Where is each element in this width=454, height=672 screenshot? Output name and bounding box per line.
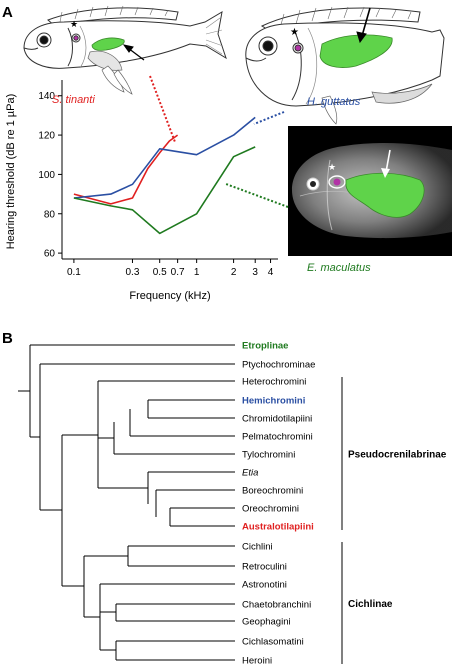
connector-s-tinanti bbox=[149, 75, 176, 143]
y-tick-label: 60 bbox=[44, 249, 56, 260]
fish-drawing-s-tinanti-icon: ★ bbox=[23, 5, 227, 95]
x-tick-label: 1 bbox=[194, 267, 200, 278]
connector-e-maculatus bbox=[225, 183, 289, 208]
series-label-s-tinanti: S. tinanti bbox=[52, 94, 95, 106]
x-tick-label: 3 bbox=[252, 267, 258, 278]
x-axis-label: Frequency (kHz) bbox=[129, 290, 210, 302]
taxon-label: Boreochromini bbox=[242, 486, 303, 497]
x-tick-label: 0.5 bbox=[153, 267, 167, 278]
fish-xray-e-maculatus-icon: ★ bbox=[288, 126, 452, 256]
x-tick-label: 0.1 bbox=[67, 267, 81, 278]
panel-a-letter: A bbox=[2, 4, 13, 21]
svg-text:★: ★ bbox=[70, 20, 78, 30]
taxon-label: Cichlini bbox=[242, 542, 273, 553]
taxon-label: Oreochromini bbox=[242, 504, 299, 515]
series-label-e-maculatus: E. maculatus bbox=[307, 262, 371, 274]
connector-h-guttatus bbox=[253, 111, 285, 125]
series-label-h-guttatus: H. guttatus bbox=[307, 96, 361, 108]
y-axis-label: Hearing threshold (dB re 1 µPa) bbox=[5, 94, 17, 250]
x-tick-label: 0.3 bbox=[126, 267, 140, 278]
taxon-label: Ptychochrominae bbox=[242, 360, 315, 371]
taxon-label: Heterochromini bbox=[242, 377, 306, 388]
series-line-0 bbox=[73, 134, 179, 205]
phylogenetic-tree bbox=[18, 344, 235, 661]
series-line-2 bbox=[73, 146, 256, 235]
x-tick-label: 0.7 bbox=[171, 267, 185, 278]
taxon-label: Geophagini bbox=[242, 617, 291, 628]
group-label: Pseudocrenilabrinae bbox=[348, 450, 447, 461]
taxon-label: Chaetobranchini bbox=[242, 600, 311, 611]
taxon-label: Australotilapiini bbox=[242, 522, 314, 533]
taxon-label: Etia bbox=[242, 468, 258, 479]
series-line-1 bbox=[73, 116, 256, 199]
y-tick-label: 100 bbox=[38, 170, 55, 181]
fish-drawing-h-guttatus-icon: ★ bbox=[245, 6, 445, 125]
taxon-label: Etroplinae bbox=[242, 341, 288, 352]
taxon-label: Chromidotilapiini bbox=[242, 414, 312, 425]
y-tick-label: 140 bbox=[38, 91, 55, 102]
taxon-label: Tylochromini bbox=[242, 450, 295, 461]
y-tick-label: 80 bbox=[44, 209, 56, 220]
x-tick-label: 2 bbox=[231, 267, 237, 278]
x-tick-label: 4 bbox=[268, 267, 274, 278]
taxon-label: Hemichromini bbox=[242, 396, 305, 407]
taxon-label: Retroculini bbox=[242, 562, 287, 573]
svg-text:★: ★ bbox=[290, 27, 299, 38]
taxon-label: Cichlasomatini bbox=[242, 637, 304, 648]
taxon-label: Astronotini bbox=[242, 580, 287, 591]
taxon-label: Heroini bbox=[242, 656, 272, 667]
taxon-label: Pelmatochromini bbox=[242, 432, 313, 443]
y-tick-label: 120 bbox=[38, 131, 55, 142]
panel-b-letter: B bbox=[2, 330, 13, 347]
group-label: Cichlinae bbox=[348, 599, 393, 610]
svg-text:★: ★ bbox=[328, 163, 336, 173]
hearing-threshold-chart: 60 80 100 120 140 0.1 0.3 0.5 0.7 1 2 3 4 Frequency (… bbox=[5, 80, 278, 302]
tree-labels: Etroplinae Ptychochrominae Heterochromini H… bbox=[242, 341, 315, 667]
tree-groups: Pseudocrenilabrinae Cichlinae bbox=[341, 377, 447, 664]
